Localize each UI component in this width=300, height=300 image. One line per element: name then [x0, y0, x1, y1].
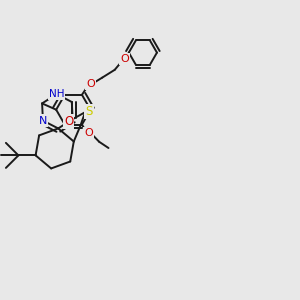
- Text: O: O: [120, 54, 129, 64]
- Text: S: S: [85, 105, 93, 118]
- Text: NH: NH: [49, 89, 64, 99]
- Text: O: O: [64, 115, 73, 128]
- Text: N: N: [39, 116, 47, 126]
- Text: O: O: [84, 128, 93, 138]
- Text: O: O: [86, 79, 95, 89]
